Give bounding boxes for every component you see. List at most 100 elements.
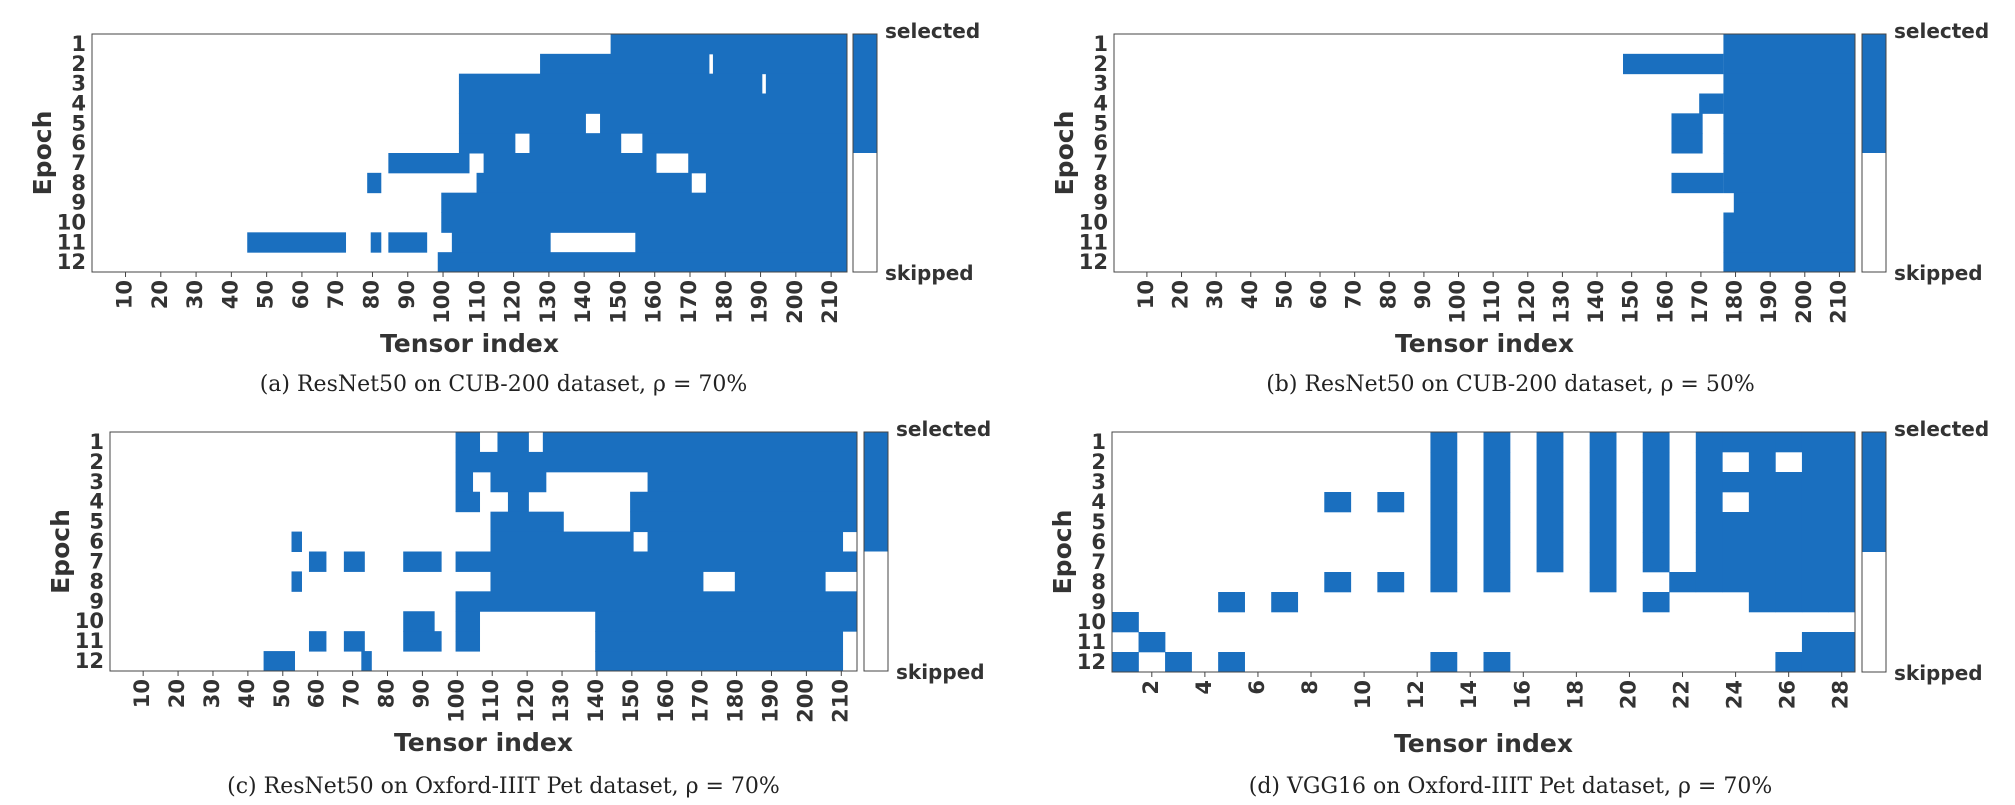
selected-cell bbox=[1828, 632, 1856, 653]
selected-cell bbox=[1536, 512, 1564, 533]
x-tick-label: 210 bbox=[818, 280, 842, 324]
y-tick-label: 6 bbox=[1091, 530, 1106, 554]
selected-run bbox=[291, 571, 302, 592]
x-tick-label: 110 bbox=[479, 679, 503, 723]
selected-cell bbox=[1536, 492, 1564, 513]
selected-run bbox=[642, 133, 847, 154]
selected-cell bbox=[1483, 492, 1511, 513]
selected-cell bbox=[1669, 572, 1697, 593]
x-tick-label: 190 bbox=[758, 679, 782, 723]
selected-run bbox=[1723, 212, 1855, 233]
y-axis-label: Epoch bbox=[46, 509, 75, 594]
selected-cell bbox=[1801, 652, 1829, 673]
x-tick-label: 100 bbox=[1446, 280, 1470, 324]
selected-cell bbox=[1828, 452, 1856, 473]
panel-d: 1 2 3 4 5 6 7 8 9 10 11 12 2 4 6 8 10 12 14 16 18 20 22 24 26 28 T… bbox=[1007, 402, 2014, 804]
selected-run bbox=[1723, 252, 1855, 273]
x-tick-label: 8 bbox=[1298, 680, 1322, 695]
colorbar-bottom-label: skipped bbox=[896, 660, 985, 684]
selected-cell bbox=[1801, 452, 1829, 473]
selected-cell bbox=[1748, 532, 1776, 553]
y-tick-label: 11 bbox=[75, 629, 104, 653]
y-tick-label: 7 bbox=[1091, 550, 1106, 574]
selected-run bbox=[343, 631, 365, 652]
selected-cell bbox=[1165, 652, 1192, 673]
selected-cell bbox=[1218, 592, 1245, 613]
selected-run bbox=[734, 571, 826, 592]
selected-run bbox=[490, 531, 634, 552]
selected-cell bbox=[1112, 652, 1139, 673]
colorbar-selected bbox=[864, 432, 888, 552]
x-tick-label: 100 bbox=[444, 679, 468, 723]
selected-cell bbox=[1430, 452, 1458, 473]
plot-frame bbox=[1113, 33, 1856, 273]
selected-run bbox=[1733, 192, 1855, 213]
selected-run bbox=[630, 511, 857, 533]
colorbar-skipped bbox=[853, 153, 877, 272]
selected-run bbox=[610, 34, 847, 55]
x-tick-label: 12 bbox=[1404, 680, 1428, 709]
selected-cell bbox=[1430, 652, 1458, 673]
colorbar-skipped bbox=[864, 551, 888, 671]
y-axis-label: Epoch bbox=[28, 111, 57, 196]
x-tick-label: 200 bbox=[783, 280, 807, 324]
selected-cell bbox=[1748, 512, 1776, 533]
panel-c: 1 2 3 4 5 6 7 8 9 10 11 12 10 20 30 40 50 60 70 80 90 100 110 1… bbox=[0, 402, 1007, 804]
selected-cell bbox=[1801, 632, 1829, 653]
selected-run bbox=[705, 172, 847, 194]
colorbar-bottom-label: skipped bbox=[1894, 261, 1983, 285]
x-tick-label: 110 bbox=[465, 280, 489, 324]
colorbar-frame bbox=[1861, 431, 1887, 673]
selected-run bbox=[455, 631, 481, 652]
x-tick-label: 180 bbox=[724, 679, 748, 723]
selected-run bbox=[403, 611, 435, 632]
selected-cell bbox=[1775, 572, 1803, 593]
selected-run bbox=[370, 232, 382, 253]
selected-run bbox=[367, 172, 382, 194]
x-tick-label: 10 bbox=[113, 280, 137, 309]
selected-cell bbox=[1324, 572, 1352, 593]
plot-frame bbox=[1111, 431, 1856, 673]
y-tick-label: 8 bbox=[1091, 570, 1106, 594]
selected-run bbox=[529, 133, 622, 154]
selected-cell bbox=[1748, 552, 1776, 573]
selected-cell bbox=[1695, 532, 1723, 553]
x-tick-label: 160 bbox=[654, 679, 678, 723]
selected-cell bbox=[1801, 532, 1829, 553]
x-tick-label: 30 bbox=[1203, 280, 1227, 309]
selected-run bbox=[361, 651, 372, 672]
y-tick-label: 12 bbox=[57, 250, 86, 274]
selected-run bbox=[403, 631, 442, 652]
x-tick-label: 190 bbox=[1757, 280, 1781, 324]
y-tick-label: 6 bbox=[89, 530, 104, 554]
selected-run bbox=[1723, 133, 1855, 154]
x-tick-label: 70 bbox=[340, 679, 364, 708]
x-tick-label: 22 bbox=[1670, 680, 1694, 709]
y-tick-label: 6 bbox=[1093, 131, 1108, 155]
selected-run bbox=[263, 651, 296, 672]
x-tick-label: 26 bbox=[1776, 680, 1800, 709]
y-tick-label: 7 bbox=[89, 549, 104, 573]
x-tick-label: 110 bbox=[1480, 280, 1504, 324]
panel-b: 1 2 3 4 5 6 7 8 9 10 11 12 10 20 30 40 50 60 70 80 90 100 110 1… bbox=[1007, 0, 2014, 402]
selected-run bbox=[1671, 133, 1703, 154]
x-tick-label: 150 bbox=[606, 280, 630, 324]
selected-run bbox=[688, 153, 847, 174]
x-tick-label: 130 bbox=[1549, 280, 1573, 324]
selected-cell bbox=[1138, 632, 1166, 653]
x-tick-label: 40 bbox=[1238, 280, 1262, 309]
selected-cell bbox=[1377, 572, 1405, 593]
y-tick-label: 10 bbox=[1077, 610, 1106, 634]
selected-run bbox=[1723, 34, 1855, 55]
caption-a: (a) ResNet50 on CUB-200 dataset, ρ = 70% bbox=[259, 372, 748, 397]
selected-run bbox=[441, 192, 847, 213]
selected-cell bbox=[1377, 492, 1405, 513]
selected-run bbox=[458, 133, 516, 154]
x-axis-label: Tensor index bbox=[394, 728, 573, 757]
x-tick-label: 160 bbox=[642, 280, 666, 324]
selected-cell bbox=[1430, 492, 1458, 513]
selected-run bbox=[476, 172, 692, 194]
caption-b: (b) ResNet50 on CUB-200 dataset, ρ = 50% bbox=[1266, 372, 1755, 397]
x-tick-label: 130 bbox=[549, 679, 573, 723]
